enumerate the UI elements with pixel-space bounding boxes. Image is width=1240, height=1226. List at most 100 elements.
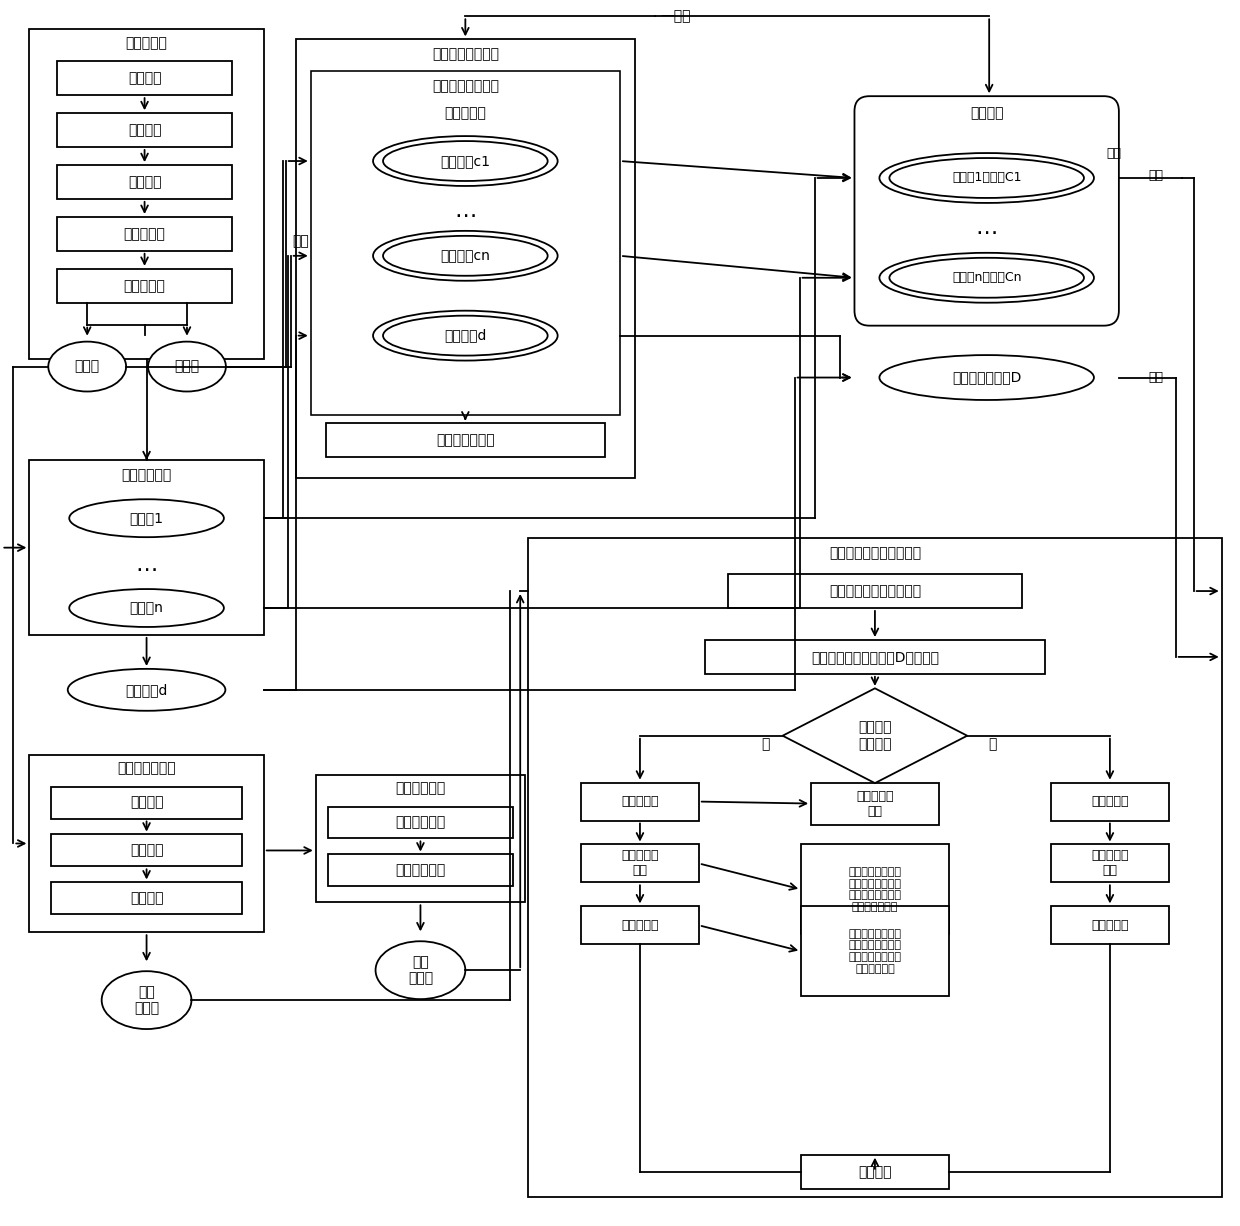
FancyBboxPatch shape [528,538,1221,1197]
Ellipse shape [879,356,1094,400]
FancyBboxPatch shape [706,640,1044,674]
Ellipse shape [383,315,548,356]
FancyBboxPatch shape [327,855,513,886]
FancyBboxPatch shape [51,787,242,819]
Text: 知识加工: 知识加工 [130,891,164,905]
Text: 神经网络d: 神经网络d [444,329,486,342]
Ellipse shape [69,499,224,537]
Text: 数据特征提取: 数据特征提取 [122,468,171,482]
FancyBboxPatch shape [57,61,232,96]
Text: …: … [454,201,476,221]
Text: 本体
知识库: 本体 知识库 [134,984,159,1015]
FancyBboxPatch shape [57,113,232,147]
FancyBboxPatch shape [316,775,526,902]
Text: 否: 否 [988,737,997,750]
FancyBboxPatch shape [51,883,242,915]
Text: 两个结果
是否相同: 两个结果 是否相同 [858,721,892,750]
Text: 置信度一高
一低: 置信度一高 一低 [621,850,658,878]
Text: 目标特征聚类器D: 目标特征聚类器D [952,370,1022,385]
Text: 子特征1分类器C1: 子特征1分类器C1 [952,172,1022,184]
Text: 规则语言转化: 规则语言转化 [396,863,445,878]
Text: 搭建神经网络架构: 搭建神经网络架构 [432,80,498,93]
Text: 知识规则构建: 知识规则构建 [396,782,445,796]
Ellipse shape [373,230,558,281]
Ellipse shape [879,253,1094,303]
FancyBboxPatch shape [582,845,699,883]
Text: 数据分类: 数据分类 [128,123,161,137]
FancyBboxPatch shape [801,906,949,997]
Ellipse shape [68,669,226,711]
Text: …: … [976,218,998,238]
FancyBboxPatch shape [1052,906,1169,944]
Ellipse shape [373,136,558,186]
Text: 数据收集: 数据收集 [128,71,161,86]
Ellipse shape [148,342,226,391]
FancyBboxPatch shape [30,460,264,635]
FancyBboxPatch shape [327,807,513,839]
FancyBboxPatch shape [801,845,949,934]
FancyBboxPatch shape [30,29,264,358]
Text: 输入: 输入 [293,234,309,248]
FancyBboxPatch shape [57,217,232,251]
Text: 输出高置信度结果
并迭代优化低置信
度结果相关的知识
库和神经网络: 输出高置信度结果 并迭代优化低置信 度结果相关的知识 库和神经网络 [848,929,901,973]
Text: 置信度一高
一低: 置信度一高 一低 [1091,850,1128,878]
Text: 数据集制作: 数据集制作 [125,37,167,50]
FancyBboxPatch shape [1052,782,1169,820]
Text: 置信度都高: 置信度都高 [1091,796,1128,808]
Text: 是: 是 [761,737,769,750]
Text: 知识推理与神经网络融合: 知识推理与神经网络融合 [828,546,921,560]
FancyBboxPatch shape [801,1155,949,1189]
Ellipse shape [889,257,1084,298]
Ellipse shape [889,158,1084,197]
Text: —输入: —输入 [660,10,691,23]
FancyBboxPatch shape [30,755,264,932]
FancyBboxPatch shape [326,423,605,457]
Text: 本体知识库构建: 本体知识库构建 [118,761,176,776]
Text: 置信度都低: 置信度都低 [1091,918,1128,932]
Text: 测试集: 测试集 [175,359,200,374]
Text: 神经网络组: 神经网络组 [444,107,486,120]
Text: 子特征n分类器Cn: 子特征n分类器Cn [952,271,1022,284]
Text: 知识抽取: 知识抽取 [130,796,164,809]
FancyBboxPatch shape [811,782,939,825]
Ellipse shape [373,310,558,360]
Text: 神经网络模型构建: 神经网络模型构建 [432,48,498,61]
Text: …: … [135,555,157,575]
Text: 输出: 输出 [1106,147,1121,159]
Ellipse shape [383,141,548,181]
Polygon shape [782,688,967,783]
Text: 判别目标d: 判别目标d [125,683,167,696]
Text: 训练神经网络组: 训练神经网络组 [436,434,495,447]
Text: 输出: 输出 [1148,169,1163,183]
Text: 置信度都高: 置信度都高 [621,796,658,808]
Text: 人工选取正确的分
类结果并迭代优化
错误结果相关的知
识库和神经网络: 人工选取正确的分 类结果并迭代优化 错误结果相关的知 识库和神经网络 [848,867,901,912]
Text: 数据标注: 数据标注 [128,175,161,189]
Text: 规则
知识库: 规则 知识库 [408,955,433,986]
Text: 专家知识获取: 专家知识获取 [396,815,445,830]
Text: 子特征n: 子特征n [130,601,164,615]
Text: 数据集分割: 数据集分割 [124,278,165,293]
FancyBboxPatch shape [582,782,699,820]
FancyBboxPatch shape [51,835,242,867]
Ellipse shape [879,153,1094,204]
Ellipse shape [69,588,224,626]
FancyBboxPatch shape [57,166,232,199]
Text: 神经网络cn: 神经网络cn [440,249,490,262]
Text: 子特征1: 子特征1 [129,511,164,525]
Text: 知识融合: 知识融合 [130,843,164,857]
Ellipse shape [376,942,465,999]
Ellipse shape [383,235,548,276]
Text: 无效结果: 无效结果 [858,1165,892,1178]
FancyBboxPatch shape [311,71,620,416]
FancyBboxPatch shape [1052,845,1169,883]
Text: 输出并解释
结果: 输出并解释 结果 [856,790,894,818]
FancyBboxPatch shape [295,39,635,478]
Ellipse shape [48,342,126,391]
FancyBboxPatch shape [728,574,1022,608]
FancyBboxPatch shape [582,906,699,944]
Text: 训练集: 训练集 [74,359,99,374]
Text: 神经网络c1: 神经网络c1 [440,154,490,168]
Text: 分类器组: 分类器组 [970,107,1003,120]
FancyBboxPatch shape [854,96,1118,326]
Text: 输出: 输出 [1148,371,1163,384]
